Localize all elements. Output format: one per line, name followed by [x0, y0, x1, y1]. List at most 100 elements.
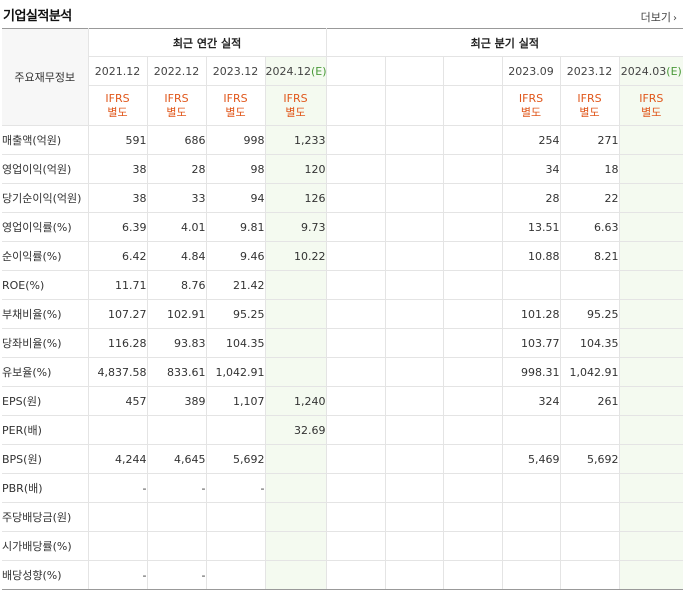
separate-label: 별도 — [641, 105, 662, 119]
table-row: 순이익률(%) 6.42 4.84 9.46 10.22 10.88 8.21 — [2, 241, 683, 271]
value-cell: 1,042.91 — [559, 357, 620, 387]
value-cell — [325, 560, 386, 590]
value-cell — [325, 183, 386, 213]
value-cell — [264, 299, 327, 329]
value-cell — [264, 328, 327, 358]
value-cell: 686 — [146, 125, 207, 155]
value-cell: 120 — [264, 154, 327, 184]
table-row: 매출액(억원) 591 686 998 1,233 254 271 — [2, 125, 683, 155]
value-cell — [264, 270, 327, 300]
period-header — [384, 56, 444, 86]
value-cell — [618, 531, 683, 561]
value-cell — [384, 473, 444, 503]
row-label: BPS(원) — [2, 444, 89, 474]
section-title: 기업실적분석 — [3, 9, 72, 24]
table-row: ROE(%) 11.71 8.76 21.42 — [2, 270, 683, 300]
value-cell: 591 — [87, 125, 148, 155]
period-label: 2022.12 — [153, 64, 200, 78]
value-cell — [618, 415, 683, 445]
value-cell — [146, 502, 207, 532]
accounting-standard-header: IFRS 별도 — [559, 85, 620, 126]
value-cell — [618, 270, 683, 300]
more-link[interactable]: 더보기 › — [641, 9, 677, 25]
table-row: 주당배당금(원) — [2, 502, 683, 532]
corner-header: 주요재무정보 — [2, 28, 89, 126]
quarter-group-header: 최근 분기 실적 — [325, 28, 683, 57]
accounting-standard-header: IFRS 별도 — [88, 85, 148, 126]
value-cell — [559, 473, 620, 503]
value-cell: 126 — [264, 183, 327, 213]
value-cell — [442, 415, 503, 445]
period-header — [442, 56, 503, 86]
period-header: 2023.09 — [501, 56, 561, 86]
value-cell — [442, 125, 503, 155]
value-cell: 4.01 — [146, 212, 207, 242]
value-cell: - — [146, 560, 207, 590]
value-cell: 38 — [87, 154, 148, 184]
value-cell — [146, 531, 207, 561]
ifrs-label: IFRS — [639, 91, 664, 105]
value-cell — [264, 444, 327, 474]
value-cell: 6.42 — [87, 241, 148, 271]
value-cell: 998 — [205, 125, 266, 155]
value-cell: 107.27 — [87, 299, 148, 329]
value-cell: 9.81 — [205, 212, 266, 242]
value-cell: 9.73 — [264, 212, 327, 242]
period-label: 2024.03(E) — [620, 64, 682, 78]
row-label: 시가배당률(%) — [2, 531, 89, 561]
value-cell: 28 — [501, 183, 561, 213]
row-label: EPS(원) — [2, 386, 89, 416]
value-cell — [501, 270, 561, 300]
value-cell — [559, 270, 620, 300]
value-cell — [618, 328, 683, 358]
value-cell — [559, 415, 620, 445]
table-row: 당기순이익(억원) 38 33 94 126 28 22 — [2, 183, 683, 213]
value-cell: 6.63 — [559, 212, 620, 242]
value-cell: 8.21 — [559, 241, 620, 271]
value-cell — [442, 444, 503, 474]
financial-table: 주요재무정보 최근 연간 실적 최근 분기 실적 2021.12 2022.12 2… — [2, 28, 683, 590]
value-cell: 1,042.91 — [205, 357, 266, 387]
table-row: PER(배) 32.69 — [2, 415, 683, 445]
value-cell: 10.88 — [501, 241, 561, 271]
accounting-standard-header: IFRS 별도 — [618, 85, 683, 126]
value-cell: 11.71 — [87, 270, 148, 300]
value-cell — [384, 531, 444, 561]
value-cell — [442, 212, 503, 242]
accounting-standard-header — [442, 85, 503, 126]
accounting-standard-header: IFRS 별도 — [264, 85, 327, 126]
ifrs-label: IFRS — [577, 91, 602, 105]
value-cell — [264, 357, 327, 387]
value-cell — [501, 473, 561, 503]
value-cell — [618, 444, 683, 474]
value-cell — [384, 183, 444, 213]
value-cell: 4,244 — [87, 444, 148, 474]
value-cell — [384, 415, 444, 445]
value-cell — [384, 357, 444, 387]
value-cell — [264, 473, 327, 503]
value-cell: 998.31 — [501, 357, 561, 387]
separate-label: 별도 — [285, 105, 306, 119]
separate-label: 별도 — [225, 105, 246, 119]
value-cell — [442, 386, 503, 416]
value-cell — [87, 531, 148, 561]
table-row: 영업이익률(%) 6.39 4.01 9.81 9.73 13.51 6.63 — [2, 212, 683, 242]
accounting-standard-header: IFRS 별도 — [501, 85, 561, 126]
value-cell: 104.35 — [205, 328, 266, 358]
accounting-standard-header: IFRS 별도 — [205, 85, 266, 126]
row-label: 주당배당금(원) — [2, 502, 89, 532]
separate-label: 별도 — [579, 105, 600, 119]
value-cell — [559, 531, 620, 561]
value-cell — [384, 299, 444, 329]
value-cell — [325, 502, 386, 532]
value-cell: 28 — [146, 154, 207, 184]
value-cell: 457 — [87, 386, 148, 416]
value-cell — [501, 502, 561, 532]
value-cell: 94 — [205, 183, 266, 213]
value-cell: 116.28 — [87, 328, 148, 358]
value-cell — [618, 241, 683, 271]
value-cell: - — [146, 473, 207, 503]
table-row: 당좌비율(%) 116.28 93.83 104.35 103.77 104.35 — [2, 328, 683, 358]
value-cell: 324 — [501, 386, 561, 416]
